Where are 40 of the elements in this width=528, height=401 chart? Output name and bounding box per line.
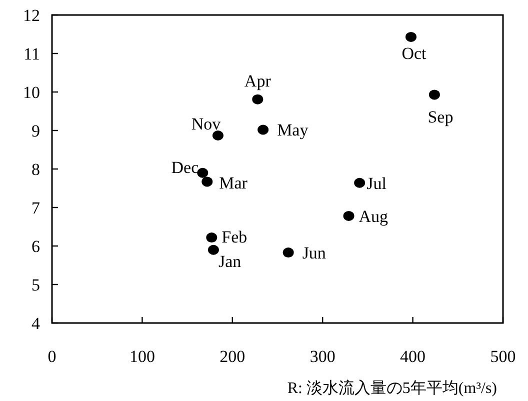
x-tick-label: 500	[490, 347, 516, 366]
point	[354, 178, 366, 188]
y-tick-label: 5	[32, 276, 40, 294]
annotation: Oct	[402, 44, 427, 63]
annotation: May	[277, 120, 309, 140]
annotation: Jul	[366, 174, 387, 193]
x-tick-label: 0	[48, 347, 56, 366]
y-tick-label: 8	[32, 160, 40, 179]
point	[405, 32, 416, 42]
y-tick-label: 4	[32, 314, 40, 333]
annotation: Apr	[244, 71, 272, 90]
point	[206, 232, 218, 243]
annotation: Dec	[171, 158, 200, 177]
annotation: Aug	[358, 206, 389, 226]
point	[282, 248, 294, 258]
y-tick-label: 12	[23, 6, 40, 25]
point	[258, 124, 269, 135]
annotation: Jan	[218, 252, 242, 271]
y-tick-label: 9	[32, 122, 40, 140]
y-tick-label: 6	[32, 237, 40, 256]
point	[197, 168, 208, 178]
point	[208, 244, 219, 255]
y-tick-label: 11	[24, 44, 40, 64]
annotation: Mar	[219, 174, 248, 193]
annotation: Nov	[191, 114, 222, 134]
point	[428, 90, 440, 100]
x-axis-title: R: 淡水流入量の5年平均(m³/s)	[287, 379, 497, 397]
point	[202, 176, 213, 187]
annotation: Feb	[222, 228, 248, 247]
point	[212, 130, 224, 141]
x-tick-label: 400	[400, 347, 426, 366]
y-tick-label: 7	[32, 198, 40, 218]
x-tick-label: 100	[129, 347, 155, 366]
x-tick-label: 300	[310, 347, 336, 366]
y-tick-label: 10	[23, 83, 40, 102]
point	[252, 94, 264, 104]
annotation: Jun	[302, 244, 326, 263]
annotation: Sep	[428, 108, 454, 127]
x-tick-label: 200	[220, 347, 246, 366]
point	[343, 210, 354, 221]
